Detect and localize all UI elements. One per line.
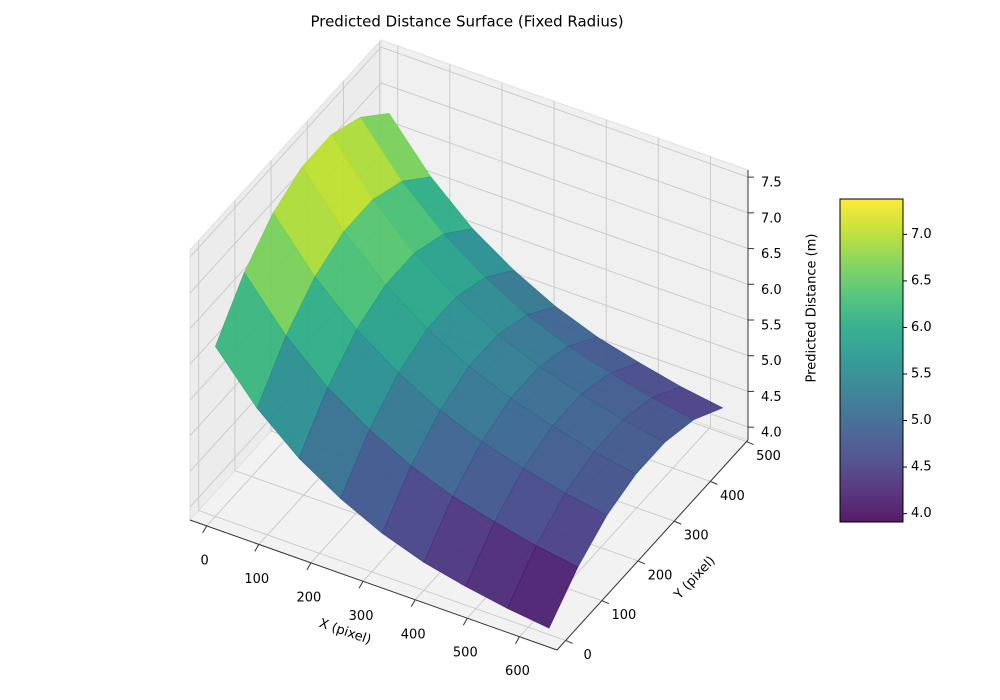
tick-mark — [601, 600, 610, 605]
z-tick-label: 5.5 — [761, 319, 782, 334]
colorbar-tick-label: 5.5 — [911, 366, 932, 381]
z-axis-label: Predicted Distance (m) — [805, 234, 820, 383]
z-tick-label: 5.0 — [761, 354, 782, 369]
z-tick-label: 6.0 — [761, 283, 782, 298]
z-tick-label: 6.5 — [761, 247, 782, 262]
z-tick-label: 7.0 — [761, 211, 782, 226]
grid-line — [189, 82, 749, 294]
y-axis-line — [556, 439, 749, 651]
grid-line — [519, 156, 711, 638]
tick-mark — [410, 599, 416, 608]
tick-mark — [674, 520, 682, 525]
y-tick-label: 500 — [756, 449, 781, 464]
y-tick-label: 200 — [648, 568, 673, 583]
tick-mark — [565, 639, 573, 644]
y-tick-label: 300 — [684, 529, 709, 544]
x-tick-label: 200 — [297, 590, 322, 605]
colorbar-tick-label: 7.0 — [911, 227, 932, 242]
grid-line — [198, 240, 566, 641]
z-tick-label: 4.0 — [761, 426, 782, 441]
tick-mark — [202, 525, 208, 534]
x-tick-label: 600 — [505, 664, 530, 679]
tick-mark — [462, 617, 468, 626]
x-tick-label: 100 — [244, 572, 269, 587]
tick-mark — [358, 581, 364, 589]
y-tick-label: 400 — [720, 489, 745, 504]
colorbar-tick-label: 4.0 — [911, 506, 932, 521]
chart-title: Predicted Distance Surface (Fixed Radius… — [310, 13, 623, 31]
y-tick-label: 0 — [584, 648, 592, 663]
x-tick-label: 0 — [201, 553, 209, 568]
surface-patch — [506, 545, 579, 629]
tick-mark — [306, 562, 312, 571]
tick-mark — [515, 636, 520, 644]
y-tick-label: 100 — [611, 608, 636, 623]
colorbar — [839, 198, 904, 523]
tick-mark — [710, 480, 718, 485]
colorbar-tick-label: 5.0 — [911, 413, 932, 428]
x-axis-line — [189, 519, 558, 651]
colorbar-tick-label: 6.5 — [911, 273, 932, 288]
colorbar-tick-label: 4.5 — [911, 460, 932, 475]
tick-mark — [637, 560, 646, 565]
grid-line — [189, 46, 749, 258]
x-tick-label: 300 — [349, 609, 374, 624]
tick-mark — [254, 544, 260, 552]
y-axis-label: Y (pixel) — [671, 554, 719, 604]
tick-mark — [746, 441, 754, 446]
surface — [215, 112, 724, 629]
x-tick-label: 500 — [453, 646, 478, 661]
x-tick-label: 400 — [401, 627, 426, 642]
z-tick-label: 4.5 — [761, 390, 782, 405]
z-tick-label: 7.5 — [761, 176, 782, 191]
colorbar-tick-label: 6.0 — [911, 320, 932, 335]
